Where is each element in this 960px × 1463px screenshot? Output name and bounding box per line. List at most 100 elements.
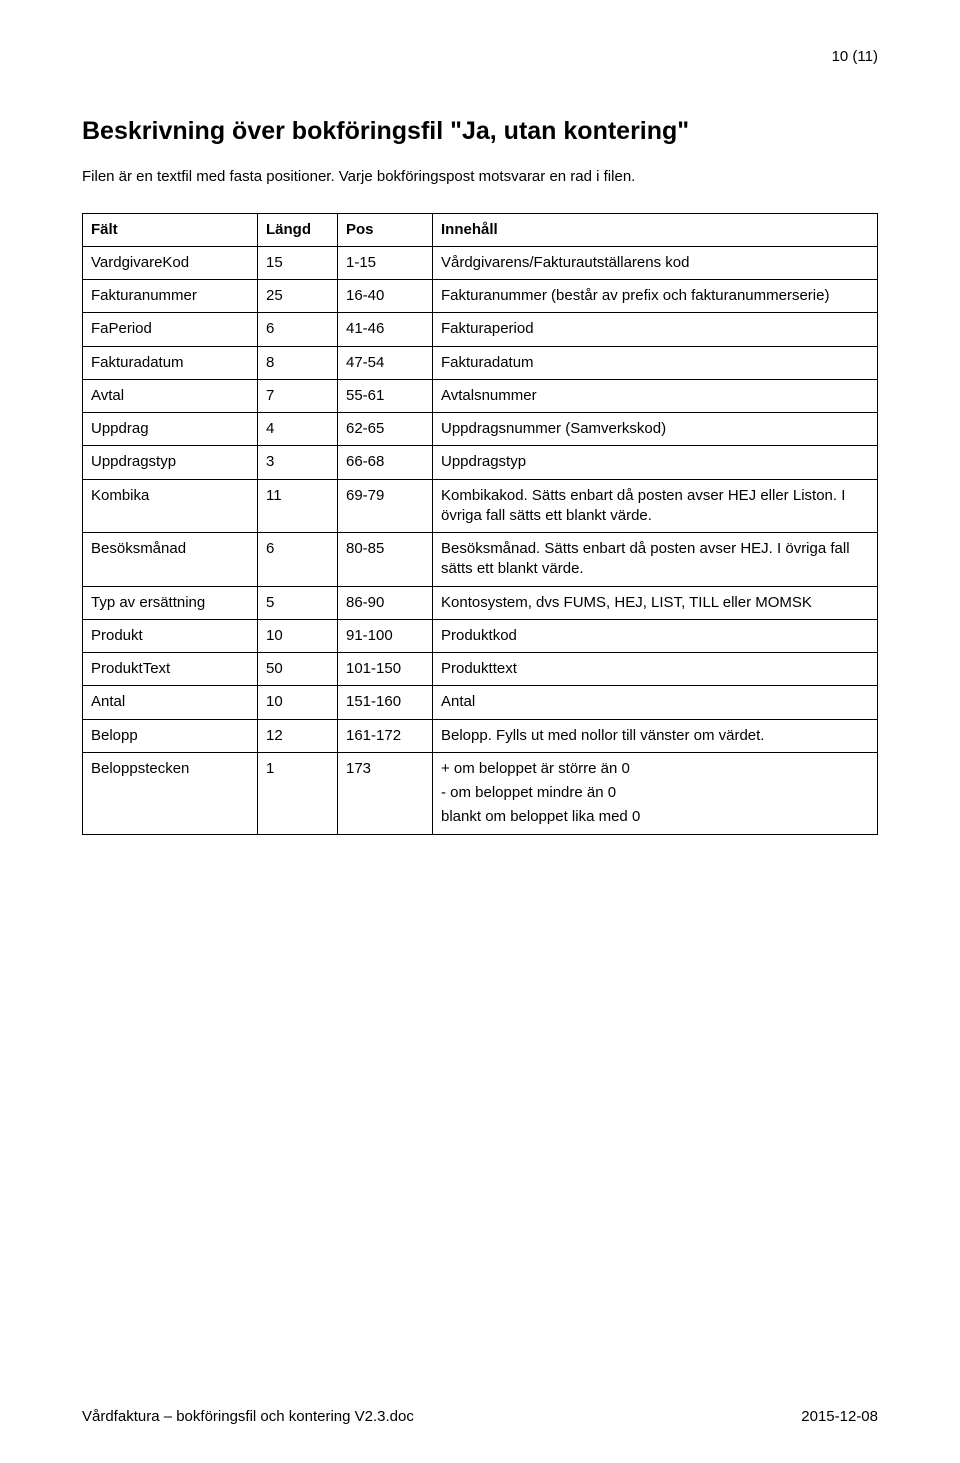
cell-length: 50 [258,653,338,686]
table-row: Beloppstecken1173+ om beloppet är större… [83,752,878,834]
desc-line: Antal [441,692,869,712]
table-row: Fakturadatum847-54Fakturadatum [83,346,878,379]
cell-field: VardgivareKod [83,246,258,279]
table-row: ProduktText50101-150 Produkttext [83,653,878,686]
desc-line: Besöksmånad. Sätts enbart då posten avse… [441,539,869,580]
cell-field: Besöksmånad [83,533,258,587]
table-row: FaPeriod641-46 Fakturaperiod [83,313,878,346]
cell-desc: Besöksmånad. Sätts enbart då posten avse… [433,533,878,587]
cell-length: 15 [258,246,338,279]
cell-length: 10 [258,619,338,652]
cell-desc: Fakturadatum [433,346,878,379]
cell-field: FaPeriod [83,313,258,346]
spec-table: Fält Längd Pos Innehåll VardgivareKod151… [82,213,878,835]
cell-field: Beloppstecken [83,752,258,834]
cell-desc: Fakturaperiod [433,313,878,346]
cell-length: 1 [258,752,338,834]
desc-line: Kombikakod. Sätts enbart då posten avser… [441,486,869,527]
cell-desc: + om beloppet är större än 0 - om beloppe… [433,752,878,834]
cell-length: 12 [258,719,338,752]
desc-line: Fakturadatum [441,353,869,373]
cell-pos: 101-150 [338,653,433,686]
cell-length: 11 [258,479,338,533]
cell-pos: 80-85 [338,533,433,587]
cell-field: Avtal [83,379,258,412]
cell-desc: Fakturanummer (består av prefix och fakt… [433,280,878,313]
cell-desc: Produkttext [433,653,878,686]
cell-length: 4 [258,413,338,446]
cell-pos: 161-172 [338,719,433,752]
cell-desc: Avtalsnummer [433,379,878,412]
cell-field: Belopp [83,719,258,752]
cell-pos: 86-90 [338,586,433,619]
table-row: Uppdrag462-65 Uppdragsnummer (Samverkskod… [83,413,878,446]
cell-field: Fakturadatum [83,346,258,379]
cell-length: 6 [258,313,338,346]
cell-length: 10 [258,686,338,719]
desc-line: Vårdgivarens/Fakturautställarens kod [441,253,869,273]
desc-line: Kontosystem, dvs FUMS, HEJ, LIST, TILL e… [441,593,869,613]
page-number: 10 (11) [832,48,878,65]
cell-field: Typ av ersättning [83,586,258,619]
footer-left: Vårdfaktura – bokföringsfil och konterin… [82,1408,414,1425]
cell-length: 7 [258,379,338,412]
cell-length: 3 [258,446,338,479]
cell-desc: Vårdgivarens/Fakturautställarens kod [433,246,878,279]
desc-line: Uppdragstyp [441,452,869,472]
cell-pos: 62-65 [338,413,433,446]
cell-field: Fakturanummer [83,280,258,313]
desc-line: + om beloppet är större än 0 [441,759,869,779]
footer-right: 2015-12-08 [801,1408,878,1425]
page-title: Beskrivning över bokföringsfil "Ja, utan… [82,115,878,148]
cell-length: 6 [258,533,338,587]
table-row: VardgivareKod151-15 Vårdgivarens/Fakturau… [83,246,878,279]
cell-desc: Kontosystem, dvs FUMS, HEJ, LIST, TILL e… [433,586,878,619]
cell-pos: 69-79 [338,479,433,533]
desc-line: Fakturanummer (består av prefix och fakt… [441,286,869,306]
table-row: Belopp12161-172 Belopp. Fylls ut med noll… [83,719,878,752]
cell-field: Kombika [83,479,258,533]
cell-desc: Belopp. Fylls ut med nollor till vänster… [433,719,878,752]
table-row: Uppdragstyp366-68Uppdragstyp [83,446,878,479]
table-header-row: Fält Längd Pos Innehåll [83,213,878,246]
cell-pos: 66-68 [338,446,433,479]
desc-line: Produktkod [441,626,869,646]
cell-pos: 1-15 [338,246,433,279]
cell-field: ProduktText [83,653,258,686]
table-row: Typ av ersättning586-90 Kontosystem, dvs … [83,586,878,619]
cell-field: Antal [83,686,258,719]
col-header-content: Innehåll [433,213,878,246]
cell-field: Produkt [83,619,258,652]
document-page: 10 (11) Beskrivning över bokföringsfil "… [0,0,960,1463]
cell-pos: 55-61 [338,379,433,412]
cell-desc: Antal [433,686,878,719]
desc-line: Fakturaperiod [441,319,869,339]
cell-pos: 47-54 [338,346,433,379]
desc-line: Belopp. Fylls ut med nollor till vänster… [441,726,869,746]
desc-line: blankt om beloppet lika med 0 [441,807,869,827]
intro-paragraph: Filen är en textfil med fasta positioner… [82,168,878,185]
col-header-length: Längd [258,213,338,246]
table-row: Kombika1169-79Kombikakod. Sätts enbart d… [83,479,878,533]
desc-line: Avtalsnummer [441,386,869,406]
cell-pos: 16-40 [338,280,433,313]
cell-pos: 41-46 [338,313,433,346]
cell-pos: 151-160 [338,686,433,719]
cell-field: Uppdrag [83,413,258,446]
cell-pos: 173 [338,752,433,834]
cell-pos: 91-100 [338,619,433,652]
table-row: Besöksmånad680-85Besöksmånad. Sätts enba… [83,533,878,587]
desc-line: Uppdragsnummer (Samverkskod) [441,419,869,439]
table-row: Antal10151-160Antal [83,686,878,719]
cell-length: 5 [258,586,338,619]
table-row: Fakturanummer2516-40 Fakturanummer (bestå… [83,280,878,313]
cell-desc: Uppdragstyp [433,446,878,479]
cell-length: 25 [258,280,338,313]
table-row: Avtal755-61 Avtalsnummer [83,379,878,412]
cell-desc: Uppdragsnummer (Samverkskod) [433,413,878,446]
desc-line: Produkttext [441,659,869,679]
cell-length: 8 [258,346,338,379]
cell-desc: Kombikakod. Sätts enbart då posten avser… [433,479,878,533]
col-header-field: Fält [83,213,258,246]
desc-line: - om beloppet mindre än 0 [441,783,869,803]
